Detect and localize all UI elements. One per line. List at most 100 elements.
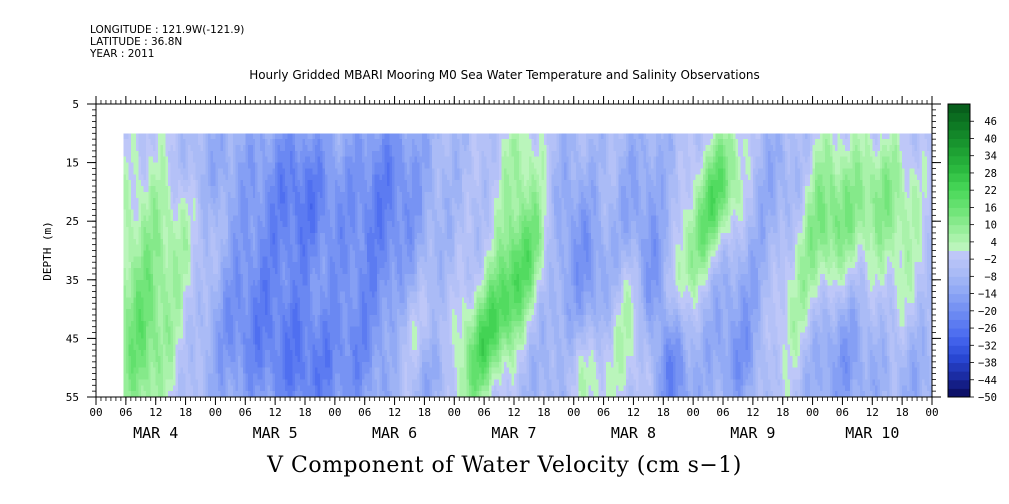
field-cell bbox=[817, 139, 821, 146]
field-cell bbox=[280, 139, 284, 146]
field-cell bbox=[777, 150, 781, 158]
field-cell bbox=[747, 139, 751, 146]
field-cell bbox=[516, 133, 520, 140]
field-cell bbox=[715, 150, 719, 158]
field-cell bbox=[593, 150, 597, 158]
field-cell bbox=[362, 139, 366, 146]
field-cell bbox=[305, 139, 309, 146]
field-cell bbox=[504, 145, 508, 152]
field-cell bbox=[588, 145, 592, 152]
field-cell bbox=[479, 133, 483, 140]
field-cell bbox=[872, 145, 876, 152]
field-cell bbox=[484, 139, 488, 146]
field-cell bbox=[426, 150, 431, 158]
field-cell bbox=[660, 150, 664, 158]
field-cell bbox=[640, 150, 644, 158]
field-cell bbox=[426, 145, 431, 152]
field-cell bbox=[874, 139, 878, 146]
field-cell bbox=[225, 145, 229, 152]
field-cell bbox=[563, 150, 567, 158]
field-cell bbox=[280, 145, 284, 152]
field-cell bbox=[496, 150, 500, 158]
field-cell bbox=[295, 150, 299, 158]
field-cell bbox=[267, 150, 271, 158]
field-cell bbox=[825, 139, 829, 146]
field-cell bbox=[847, 133, 851, 140]
field-cell bbox=[581, 133, 585, 140]
field-cell bbox=[857, 133, 861, 140]
field-cell bbox=[720, 145, 724, 152]
field-cell bbox=[810, 145, 814, 152]
field-cell bbox=[551, 139, 555, 146]
field-cell bbox=[720, 139, 724, 146]
field-cell bbox=[825, 145, 829, 152]
field-cell bbox=[790, 133, 794, 140]
field-cell bbox=[143, 139, 147, 146]
field-cell bbox=[929, 139, 933, 146]
field-cell bbox=[429, 139, 433, 146]
field-cell bbox=[772, 150, 776, 158]
field-cell bbox=[128, 139, 132, 146]
field-cell bbox=[852, 150, 856, 158]
field-cell bbox=[780, 133, 784, 140]
field-cell bbox=[419, 145, 423, 152]
field-cell bbox=[688, 139, 692, 146]
field-cell bbox=[449, 145, 453, 152]
field-cell bbox=[879, 133, 883, 140]
field-cell bbox=[917, 150, 921, 158]
field-cell bbox=[173, 150, 177, 158]
field-cell bbox=[849, 133, 853, 140]
field-cell bbox=[364, 145, 368, 152]
field-cell bbox=[397, 133, 401, 140]
field-cell bbox=[787, 139, 791, 146]
field-cell bbox=[839, 133, 844, 140]
field-cell bbox=[787, 133, 791, 140]
field-cell bbox=[434, 133, 438, 140]
field-cell bbox=[862, 133, 866, 140]
field-cell bbox=[237, 150, 241, 158]
field-cell bbox=[287, 133, 291, 140]
field-cell bbox=[128, 145, 132, 152]
field-cell bbox=[922, 133, 926, 140]
field-cell bbox=[879, 139, 883, 146]
field-cell bbox=[414, 139, 418, 146]
field-cell bbox=[847, 145, 851, 152]
field-cell bbox=[568, 150, 572, 158]
field-cell bbox=[732, 145, 737, 152]
field-cell bbox=[474, 145, 478, 152]
field-cell bbox=[180, 150, 184, 158]
field-cell bbox=[820, 139, 824, 146]
field-cell bbox=[695, 150, 699, 158]
field-cell bbox=[305, 145, 309, 152]
field-cell bbox=[277, 139, 281, 146]
field-cell bbox=[504, 150, 508, 158]
field-cell bbox=[160, 150, 164, 158]
field-cell bbox=[180, 133, 184, 140]
field-cell bbox=[496, 139, 500, 146]
field-cell bbox=[207, 145, 212, 152]
field-cell bbox=[874, 145, 878, 152]
field-cell bbox=[827, 133, 831, 140]
field-cell bbox=[698, 139, 702, 146]
field-cell bbox=[272, 150, 276, 158]
field-cell bbox=[384, 139, 388, 146]
field-cell bbox=[237, 156, 241, 164]
field-cell bbox=[767, 145, 771, 152]
field-cell bbox=[506, 145, 510, 152]
field-cell bbox=[832, 133, 836, 140]
field-cell bbox=[892, 145, 896, 152]
field-cell bbox=[459, 150, 463, 158]
field-cell bbox=[511, 139, 515, 146]
field-cell bbox=[469, 150, 473, 158]
field-cell bbox=[839, 145, 844, 152]
field-cell bbox=[538, 133, 542, 140]
field-cell bbox=[260, 156, 264, 164]
field-cell bbox=[752, 139, 756, 146]
field-cell bbox=[153, 156, 157, 164]
field-cell bbox=[837, 133, 841, 140]
field-cell bbox=[581, 150, 585, 158]
field-cell bbox=[369, 139, 373, 146]
field-cell bbox=[494, 139, 498, 146]
field-cell bbox=[217, 156, 222, 164]
field-cell bbox=[685, 150, 689, 158]
